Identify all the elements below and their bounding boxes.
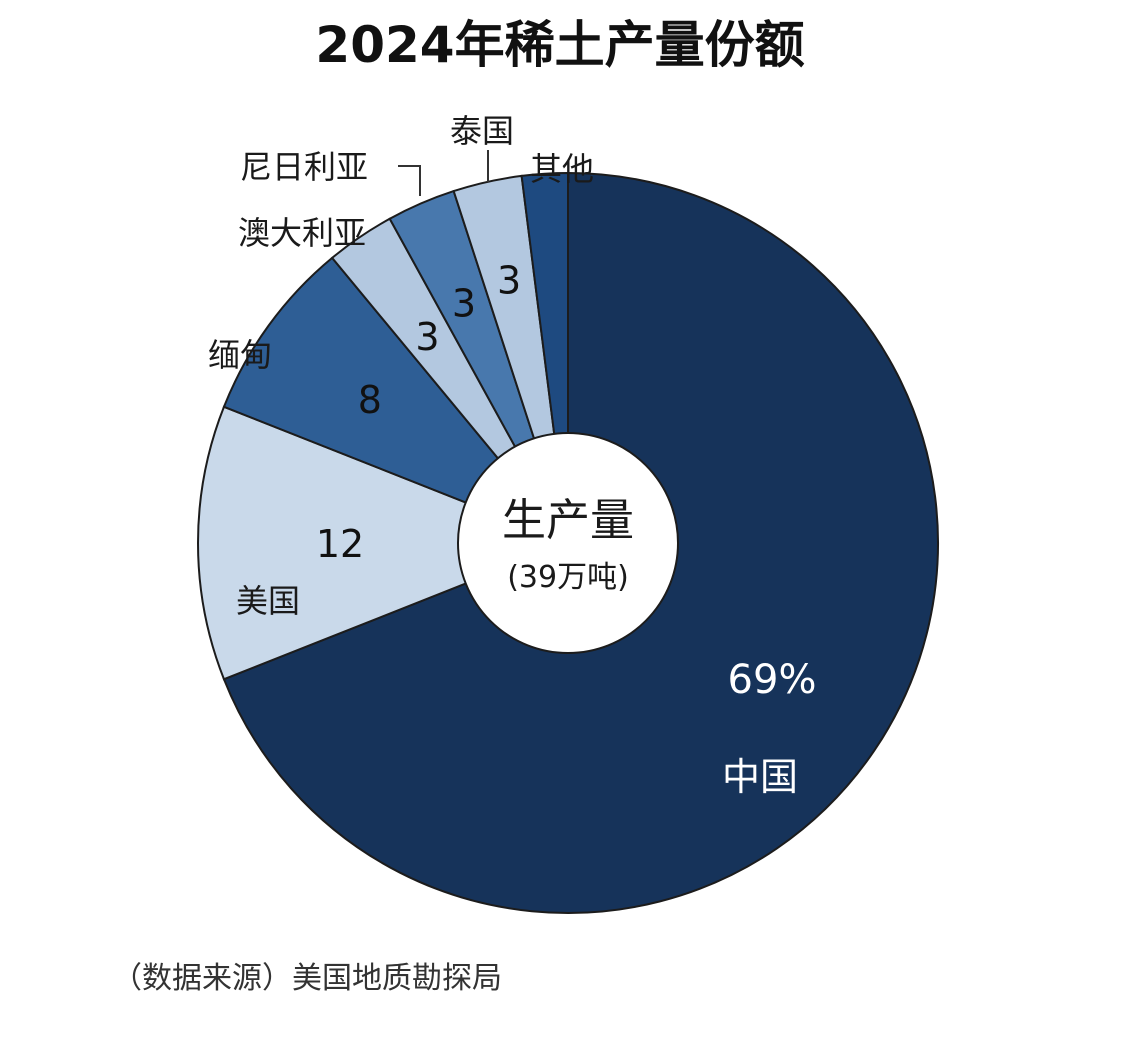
value-label-5: 3 — [497, 259, 521, 303]
value-label-2: 8 — [358, 378, 382, 422]
center-sublabel: (39万吨) — [507, 560, 629, 595]
chart-title: 2024年稀土产量份额 — [315, 16, 804, 74]
source-note: （数据来源）美国地质勘探局 — [112, 961, 502, 996]
value-label-3: 3 — [415, 315, 439, 359]
center-hole — [457, 432, 679, 654]
slice-name-2: 缅甸 — [208, 336, 272, 374]
slice-name-6: 其他 — [530, 150, 594, 188]
slice-2 — [222, 256, 569, 544]
slice-name-4: 尼日利亚 — [240, 148, 368, 186]
center-label: 生产量 — [502, 495, 634, 546]
slice-name-3: 澳大利亚 — [238, 214, 366, 252]
slice-name-1: 美国 — [236, 582, 300, 620]
slice-1 — [197, 405, 571, 681]
leader-line-4 — [398, 165, 421, 196]
value-label-4: 3 — [452, 282, 476, 326]
value-label-1: 12 — [316, 522, 364, 566]
slice-name-0: 中国 — [722, 755, 798, 799]
value-label-0: 69% — [728, 657, 817, 703]
slice-name-5: 泰国 — [450, 112, 514, 150]
